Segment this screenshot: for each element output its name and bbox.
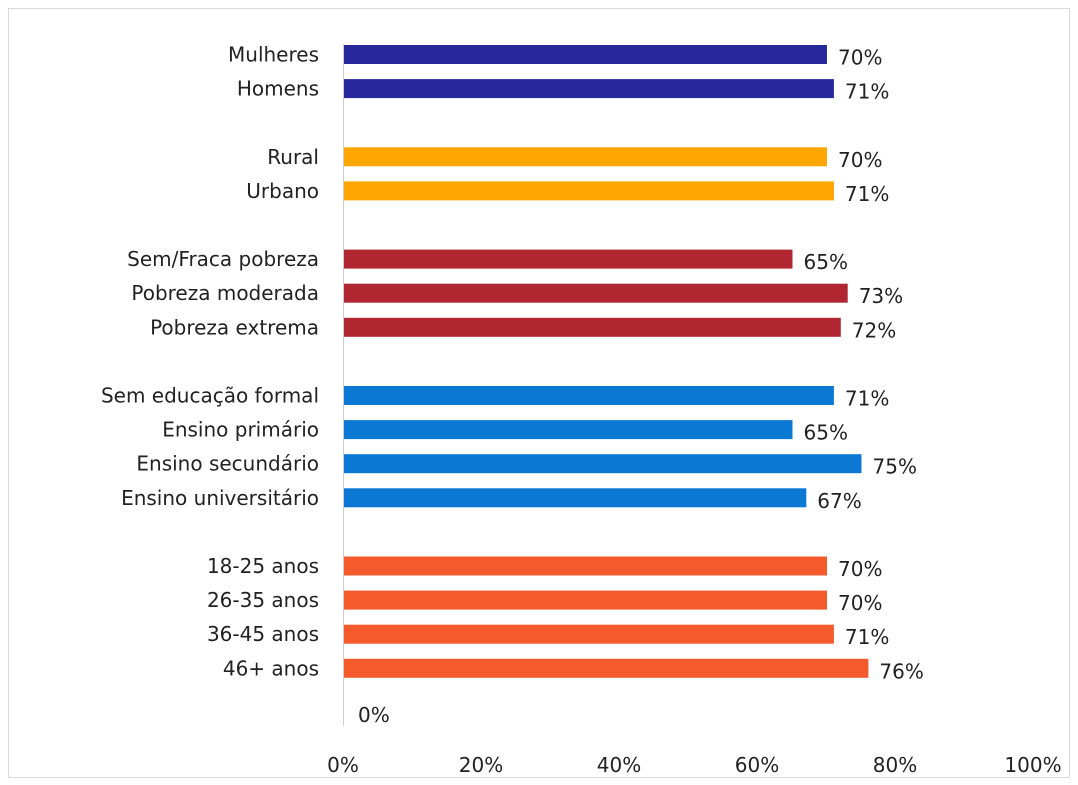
x-tick-label: 40% (597, 753, 641, 777)
data-label: 71% (845, 387, 889, 411)
bar (344, 420, 793, 440)
category-label: Ensino primário (162, 418, 319, 442)
data-label: 71% (845, 182, 889, 206)
bar (344, 624, 834, 644)
extra-data-label: 0% (358, 703, 390, 727)
bar (344, 283, 848, 303)
data-label: 72% (852, 318, 896, 342)
data-label: 67% (817, 489, 861, 513)
bar (344, 45, 827, 64)
data-label: 71% (845, 625, 889, 649)
x-tick-label: 20% (459, 753, 503, 777)
data-label: 70% (838, 557, 882, 581)
category-label: Mulheres (228, 43, 319, 67)
data-label: 71% (845, 80, 889, 104)
bar (344, 556, 827, 576)
data-label: 73% (859, 284, 903, 308)
category-label: 46+ anos (223, 656, 319, 680)
x-tick-label: 80% (873, 753, 917, 777)
category-label: 18-25 anos (207, 554, 319, 578)
bar (344, 658, 869, 678)
x-tick-label: 100% (1004, 753, 1061, 777)
category-label: Homens (237, 77, 319, 101)
category-label: 36-45 anos (207, 622, 319, 646)
bar (344, 181, 834, 201)
data-label: 76% (879, 659, 923, 683)
category-label: Rural (267, 145, 319, 169)
data-label: 65% (804, 421, 848, 445)
bar (344, 590, 827, 610)
category-label: Ensino secundário (136, 452, 319, 476)
category-label: Pobreza extrema (150, 315, 319, 339)
category-label: 26-35 anos (207, 588, 319, 612)
bar (344, 147, 827, 167)
x-tick-label: 0% (327, 753, 359, 777)
data-label: 65% (804, 250, 848, 274)
category-label: Sem educação formal (101, 384, 319, 408)
category-label: Urbano (246, 179, 319, 203)
data-label: 70% (838, 46, 882, 70)
bar (344, 488, 807, 508)
category-label: Ensino universitário (121, 486, 319, 510)
bar (344, 386, 834, 405)
category-label: Pobreza moderada (131, 281, 319, 305)
bar (344, 249, 793, 269)
x-tick-label: 60% (735, 753, 779, 777)
data-label: 70% (838, 148, 882, 172)
bar (344, 79, 834, 99)
category-label: Sem/Fraca pobreza (127, 247, 319, 271)
bar (344, 454, 862, 474)
bar (344, 317, 841, 337)
data-label: 75% (873, 455, 917, 479)
data-label: 70% (838, 591, 882, 615)
